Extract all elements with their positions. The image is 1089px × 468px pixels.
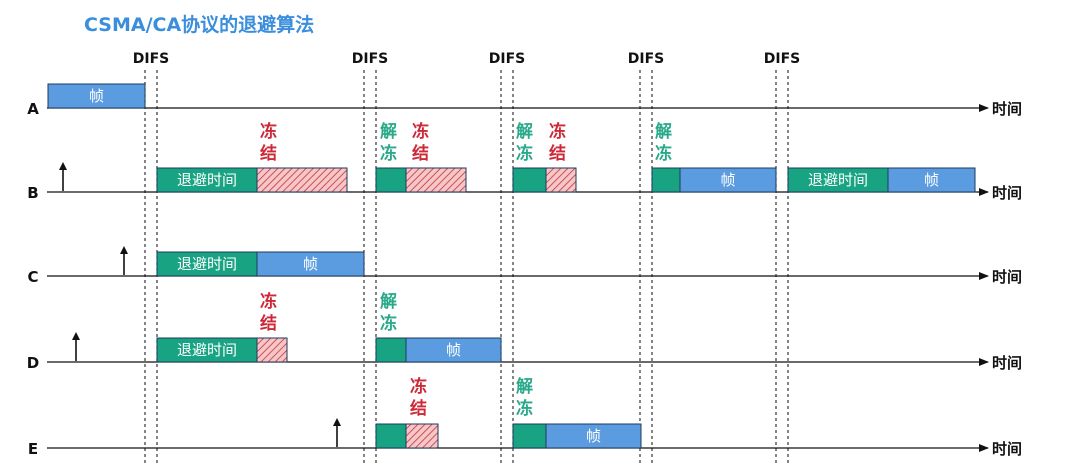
remaining-backoff-block-d-15 xyxy=(375,337,407,363)
frozen-backoff-block-d-14 xyxy=(256,337,288,363)
time-label-e: 时间 xyxy=(992,440,1022,458)
frame-block-label-a-0: 帧 xyxy=(89,87,104,105)
frame-block-label-c-12: 帧 xyxy=(303,255,318,273)
unfreeze-label-bottom-9: 冻 xyxy=(516,398,533,419)
time-label-c: 时间 xyxy=(992,268,1022,286)
frame-block-d-16 xyxy=(405,337,502,363)
arrival-arrowhead-b xyxy=(59,162,67,170)
remaining-backoff-block-b-3 xyxy=(375,167,407,193)
backoff-block-label-c-11: 退避时间 xyxy=(177,255,237,273)
frame-block-b-10 xyxy=(887,167,976,193)
difs-labels: DIFS DIFS DIFS DIFS DIFS xyxy=(133,51,800,67)
backoff-block-label-d-13: 退避时间 xyxy=(177,341,237,359)
remaining-backoff-block-b-7 xyxy=(651,167,681,193)
unfreeze-label-bottom-5: 冻 xyxy=(655,143,672,164)
frame-block-label-e-20: 帧 xyxy=(586,427,601,445)
freeze-label-bottom-6: 结 xyxy=(260,313,277,334)
arrival-arrowhead-d xyxy=(72,332,80,340)
frozen-backoff-block-b-6 xyxy=(545,167,577,193)
time-label-d: 时间 xyxy=(992,354,1022,372)
remaining-backoff-block-e-19 xyxy=(512,423,547,449)
unfreeze-label-top-7: 解 xyxy=(380,291,397,312)
difs-label-5: DIFS xyxy=(764,51,800,67)
unfreeze-label-top-1: 解 xyxy=(380,121,397,142)
freeze-label-top-6: 冻 xyxy=(260,291,277,312)
diagram-title: CSMA/CA协议的退避算法 xyxy=(84,14,315,36)
station-label-b: B xyxy=(27,184,38,202)
freeze-label-top-4: 冻 xyxy=(549,121,566,142)
arrival-arrowhead-c xyxy=(120,246,128,254)
frozen-backoff-block-e-18 xyxy=(405,423,439,449)
unfreeze-label-bottom-3: 冻 xyxy=(516,143,533,164)
station-label-e: E xyxy=(28,440,38,458)
unfreeze-label-top-3: 解 xyxy=(516,121,533,142)
station-label-a: A xyxy=(27,100,39,118)
frame-block-label-b-8: 帧 xyxy=(720,171,735,189)
freeze-label-bottom-0: 结 xyxy=(260,143,277,164)
freeze-label-bottom-8: 结 xyxy=(410,398,427,419)
difs-dashed-lines xyxy=(144,70,789,466)
frozen-backoff-block-b-2 xyxy=(256,167,348,193)
time-label-b: 时间 xyxy=(992,184,1022,202)
frame-block-c-12 xyxy=(256,251,365,277)
frame-block-label-d-16: 帧 xyxy=(446,341,461,359)
backoff-block-b-9 xyxy=(787,167,889,193)
difs-label-4: DIFS xyxy=(628,51,664,67)
freeze-label-top-2: 冻 xyxy=(412,121,429,142)
remaining-backoff-block-e-17 xyxy=(375,423,407,449)
unfreeze-label-bottom-1: 冻 xyxy=(380,143,397,164)
station-label-d: D xyxy=(27,354,39,372)
remaining-backoff-block-b-5 xyxy=(512,167,547,193)
frame-block-label-b-10: 帧 xyxy=(924,171,939,189)
freeze-label-top-0: 冻 xyxy=(260,121,277,142)
difs-label-1: DIFS xyxy=(133,51,169,67)
time-label-a: 时间 xyxy=(992,100,1022,118)
frame-block-a-0 xyxy=(47,83,146,109)
difs-label-2: DIFS xyxy=(352,51,388,67)
station-label-c: C xyxy=(27,268,38,286)
freeze-label-top-8: 冻 xyxy=(410,376,427,397)
unfreeze-label-top-9: 解 xyxy=(516,376,533,397)
freeze-label-bottom-2: 结 xyxy=(412,143,429,164)
frame-block-e-20 xyxy=(545,423,642,449)
backoff-block-b-1 xyxy=(156,167,258,193)
timeline-blocks: 帧退避时间帧退避时间 帧退避时间 帧退避时间 帧帧 xyxy=(47,83,976,449)
frame-block-b-8 xyxy=(679,167,777,193)
backoff-block-c-11 xyxy=(156,251,258,277)
unfreeze-label-bottom-7: 冻 xyxy=(380,313,397,334)
backoff-block-label-b-9: 退避时间 xyxy=(808,171,868,189)
backoff-block-label-b-1: 退避时间 xyxy=(177,171,237,189)
difs-label-3: DIFS xyxy=(489,51,525,67)
freeze-label-bottom-4: 结 xyxy=(549,143,566,164)
arrival-arrowhead-e xyxy=(333,418,341,426)
frozen-backoff-block-b-4 xyxy=(405,167,467,193)
unfreeze-label-top-5: 解 xyxy=(655,121,672,142)
